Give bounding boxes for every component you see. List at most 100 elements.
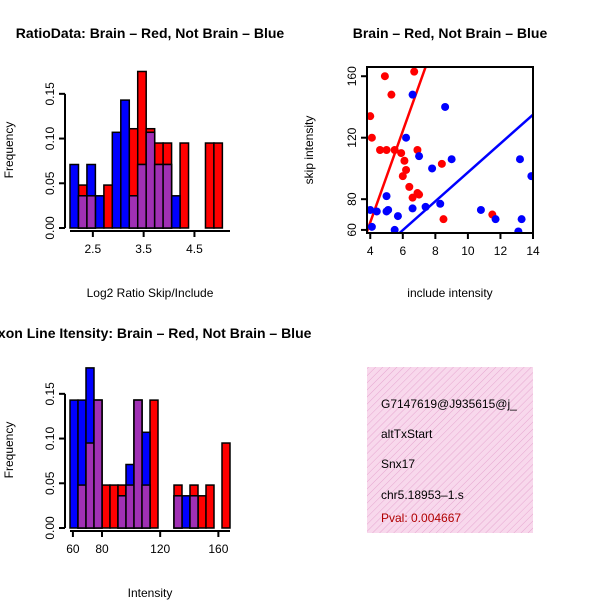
scatter-point-red-11	[405, 182, 414, 191]
hist-bar-overlap-6	[117, 495, 127, 529]
scatter-point-blue-14	[408, 204, 417, 213]
hist-bar-red-17	[205, 484, 215, 529]
scatter-panel: Brain – Red, Not Brain – Blue 4 6 8 10 12 14 6…	[302, 25, 547, 300]
hist-bar-overlap-8	[133, 399, 143, 529]
ratio-hist-bars	[69, 70, 224, 229]
intensity-hist-ylabel: Frequency	[2, 422, 16, 479]
hist-bar-overlap-7	[125, 484, 135, 529]
scatter-point-red-5	[382, 146, 391, 154]
hist-bar-overlap-13	[173, 495, 183, 529]
ratio-hist-xlabel: Log2 Ratio Skip/Include	[87, 286, 214, 300]
y-tick-label: 0.15	[43, 382, 57, 406]
ratio-hist-title: RatioData: Brain – Red, Not Brain – Blue	[16, 25, 285, 41]
x-tick-label: 10	[461, 244, 475, 258]
scatter-title: Brain – Red, Not Brain – Blue	[353, 25, 548, 41]
scatter-point-red-17	[439, 215, 448, 224]
y-tick-label: 0.05	[43, 471, 57, 495]
y-tick-label: 0.05	[43, 171, 57, 195]
hist-bar-red-10	[149, 399, 159, 529]
x-tick-label: 60	[66, 542, 80, 556]
hist-bar-blue-14	[181, 495, 191, 529]
hist-bar-overlap-2	[85, 442, 95, 529]
scatter-ylabel: skip intensity	[302, 116, 316, 185]
x-tick-label: 14	[526, 244, 540, 258]
y-tick-label: 0.00	[43, 516, 57, 540]
scatter-point-red-6	[390, 146, 399, 154]
intensity-hist-bars	[69, 367, 231, 529]
scatter-point-blue-21	[390, 225, 399, 233]
hist-bar-blue-0	[69, 163, 80, 229]
info-gene: Snx17	[381, 457, 415, 471]
fit-line-blue	[398, 113, 533, 233]
hist-bar-overlap-1	[77, 484, 87, 529]
y-tick-label: 0.10	[43, 127, 57, 151]
hist-bar-red-4	[103, 184, 114, 229]
y-tick-label: 60	[345, 223, 359, 237]
scatter-point-blue-9	[428, 164, 437, 173]
ratio-hist-panel: RatioData: Brain – Red, Not Brain – Blue…	[2, 25, 284, 300]
hist-bar-overlap-1	[77, 195, 88, 229]
hist-bar-red-5	[109, 484, 119, 529]
x-tick-label: 160	[208, 542, 228, 556]
scatter-point-blue-11	[447, 155, 456, 164]
scatter-point-red-4	[387, 90, 396, 99]
scatter-point-blue-1	[367, 222, 376, 231]
scatter-plot-area	[367, 67, 533, 233]
hist-bar-red-16	[197, 495, 207, 529]
scatter-point-blue-17	[514, 227, 523, 233]
x-tick-label: 80	[95, 542, 109, 556]
intensity-hist-panel: Exon Line Itensity: Brain – Red, Not Bra…	[0, 325, 312, 600]
intensity-hist-xlabel: Intensity	[128, 586, 173, 600]
scatter-point-red-8	[400, 156, 409, 165]
hist-bar-overlap-7	[128, 195, 139, 229]
hist-bar-overlap-9	[141, 484, 151, 529]
scatter-point-blue-20	[527, 172, 533, 181]
scatter-point-red-14	[415, 190, 424, 199]
scatter-point-blue-7	[408, 90, 417, 99]
scatter-point-blue-4	[384, 205, 393, 214]
scatter-point-blue-5	[393, 212, 402, 221]
hist-bar-red-19	[221, 442, 231, 529]
hist-bar-overlap-15	[189, 495, 199, 529]
hist-bar-overlap-2	[86, 195, 97, 229]
hist-bar-blue-3	[94, 195, 105, 229]
hist-bar-overlap-8	[136, 163, 147, 229]
hist-bar-red-4	[101, 484, 111, 529]
scatter-point-blue-12	[436, 199, 445, 208]
scatter-point-red-2	[376, 146, 385, 154]
x-tick-label: 120	[150, 542, 170, 556]
hist-bar-blue-6	[120, 99, 131, 229]
hist-bar-red-17	[213, 142, 224, 229]
x-tick-label: 8	[432, 244, 439, 258]
scatter-point-blue-16	[491, 215, 500, 224]
scatter-point-red-16	[437, 159, 446, 168]
x-tick-label: 4.5	[186, 242, 203, 256]
scatter-point-blue-10	[441, 102, 450, 111]
hist-bar-overlap-9	[145, 131, 156, 229]
ratio-hist-ylabel: Frequency	[2, 122, 16, 179]
x-tick-label: 6	[399, 244, 406, 258]
hist-bar-blue-5	[111, 131, 122, 229]
scatter-frame	[366, 66, 534, 234]
scatter-marks	[367, 67, 533, 233]
hist-bar-blue-0	[69, 399, 79, 529]
x-tick-label: 4	[367, 244, 374, 258]
y-tick-label: 0.10	[43, 427, 57, 451]
x-tick-label: 3.5	[135, 242, 152, 256]
scatter-point-red-9	[402, 165, 411, 174]
hist-bar-red-13	[179, 142, 190, 229]
y-tick-label: 120	[345, 127, 359, 147]
scatter-point-blue-18	[515, 155, 524, 164]
scatter-point-red-1	[367, 133, 376, 142]
scatter-point-blue-0	[367, 205, 375, 214]
scatter-point-blue-19	[517, 215, 526, 224]
scatter-axes: 4 6 8 10 12 14 60 80 120 160	[345, 66, 540, 258]
scatter-xlabel: include intensity	[407, 286, 492, 300]
hist-bar-red-16	[204, 142, 215, 229]
scatter-point-blue-22	[382, 192, 391, 201]
info-location: chr5.18953–1.s	[381, 488, 464, 502]
scatter-point-blue-8	[415, 152, 424, 161]
scatter-point-red-19	[413, 146, 422, 154]
scatter-point-red-7	[397, 149, 406, 158]
